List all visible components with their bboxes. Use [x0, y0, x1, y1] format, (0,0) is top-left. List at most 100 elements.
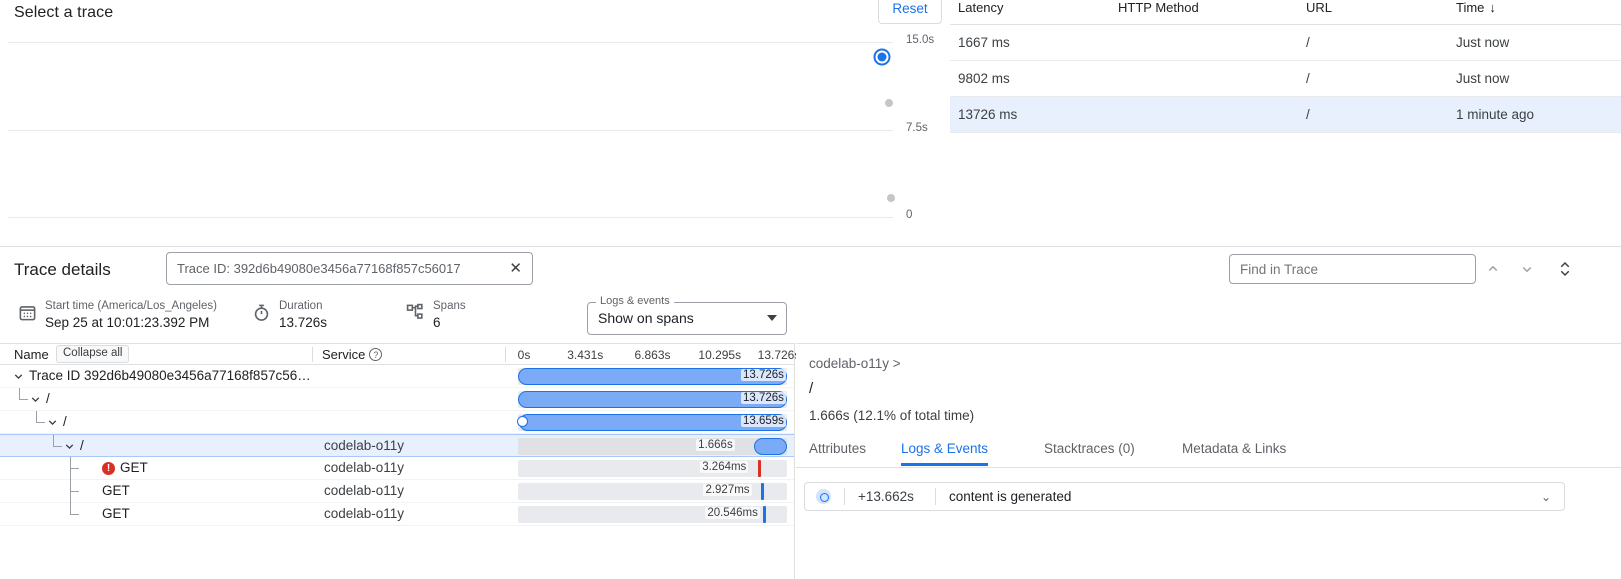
tree-guide: [70, 503, 71, 515]
time-cell: Just now: [1448, 60, 1621, 97]
chart-y-tick-label: 0: [906, 209, 913, 221]
table-row[interactable]: 1667 ms / Just now: [950, 24, 1621, 61]
chart-y-tick-label: 7.5s: [906, 121, 928, 134]
span-service: codelab-o11y: [324, 506, 405, 521]
event-offset: +13.662s: [858, 489, 914, 504]
find-in-trace-input[interactable]: [1229, 254, 1476, 284]
tree-guide: [53, 446, 62, 447]
logs-events-legend: Logs & events: [596, 295, 674, 307]
span-bar: [758, 460, 762, 477]
span-row[interactable]: GET codelab-o11y 20.546ms: [0, 503, 794, 526]
timeline-tick-label: 3.431s: [567, 348, 604, 362]
logs-events-value: Show on spans: [598, 310, 694, 326]
tree-guide: [53, 435, 54, 447]
span-row[interactable]: / 13.659s: [0, 411, 794, 434]
chevron-up-icon: [1488, 265, 1498, 272]
chevron-down-icon[interactable]: [46, 416, 59, 429]
span-name: /: [80, 438, 84, 453]
chart-point[interactable]: [884, 98, 893, 107]
clear-icon[interactable]: ✕: [509, 260, 522, 277]
chart-gridline: [8, 217, 893, 218]
span-waterfall: Name Collapse all Service? 0s 3.431s 6.863…: [0, 343, 800, 579]
expand-collapse-panel-icon[interactable]: [1556, 257, 1574, 281]
tab-logs-events[interactable]: Logs & Events: [901, 441, 989, 466]
page-title: Select a trace: [14, 4, 114, 21]
tab-stacktraces-0[interactable]: Stacktraces (0): [1044, 441, 1135, 456]
span-row[interactable]: / codelab-o11y 1.666s: [0, 434, 794, 457]
chevron-down-icon[interactable]: ⌄: [1540, 489, 1551, 504]
trace-id-value: Trace ID: 392d6b49080e3456a77168f857c560…: [177, 261, 461, 276]
event-message: content is generated: [949, 489, 1072, 504]
logs-events-select[interactable]: Logs & events Show on spans: [587, 295, 787, 335]
trace-metadata-strip: Start time (America/Los_Angeles) Sep 25 …: [0, 295, 1621, 343]
header-divider: [312, 347, 313, 362]
column-header-latency[interactable]: Latency: [950, 0, 1110, 25]
log-event-row[interactable]: +13.662s content is generated ⌄: [804, 482, 1565, 511]
meta-spans-value: 6: [433, 315, 441, 330]
span-service: codelab-o11y: [324, 483, 405, 498]
http-method-cell: [1110, 24, 1298, 61]
span-service: codelab-o11y: [324, 460, 405, 475]
table-row[interactable]: 13726 ms /1 minute ago: [950, 96, 1621, 133]
event-divider: [844, 488, 845, 505]
span-bar: [754, 438, 787, 455]
span-bar: [761, 483, 765, 500]
trace-details-section: Trace details Trace ID: 392d6b49080e3456…: [0, 246, 1621, 579]
trace-details-title: Trace details: [14, 260, 111, 279]
find-previous-icon[interactable]: [1484, 260, 1502, 278]
span-row[interactable]: Trace ID 392d6b49080e3456a77168f857c56… 1…: [0, 365, 794, 388]
meta-spans: Spans 6: [406, 299, 466, 331]
span-row[interactable]: GET codelab-o11y 2.927ms: [0, 480, 794, 503]
meta-spans-label: Spans: [433, 300, 466, 312]
header-divider-2: [505, 347, 506, 362]
chevron-down-icon[interactable]: [63, 440, 76, 453]
span-name: GET: [102, 483, 130, 498]
latency-scatter-chart: Select a trace Reset 15.0s7.5s09:059:109…: [0, 0, 950, 277]
trace-selector-section: Select a trace Reset 15.0s7.5s09:059:109…: [0, 0, 1621, 277]
chevron-down-icon[interactable]: [29, 393, 42, 406]
timeline-tick-label: 6.863s: [634, 348, 671, 362]
collapse-all-button[interactable]: Collapse all: [56, 345, 130, 363]
help-icon[interactable]: ?: [369, 348, 383, 361]
time-cell: 1 minute ago: [1448, 96, 1621, 133]
reset-button[interactable]: Reset: [878, 0, 942, 24]
span-name: Trace ID 392d6b49080e3456a77168f857c56…: [29, 368, 311, 383]
span-duration: 3.264ms: [700, 461, 749, 473]
column-header-url[interactable]: URL: [1298, 0, 1448, 25]
span-duration: 13.726s: [741, 392, 786, 404]
tree-guide: [70, 468, 79, 469]
error-icon: !: [102, 462, 115, 475]
breadcrumb: codelab-o11y >: [809, 356, 901, 371]
span-row-list: Trace ID 392d6b49080e3456a77168f857c56… 1…: [0, 365, 794, 526]
chart-gridline: [8, 42, 893, 43]
table-row[interactable]: 9802 ms / Just now: [950, 60, 1621, 97]
chart-point[interactable]: [887, 193, 896, 202]
chart-plot-area[interactable]: 15.0s7.5s09:059:109:159:209:259:309:359:…: [8, 34, 934, 277]
sort-desc-icon: ↓: [1489, 0, 1496, 15]
unfold-more-icon: [1560, 261, 1570, 277]
find-next-icon[interactable]: [1518, 260, 1536, 278]
meta-start-value: Sep 25 at 10:01:23.392 PM: [45, 315, 210, 330]
column-header-service: Service?: [322, 347, 383, 362]
column-header-http-method[interactable]: HTTP Method: [1110, 0, 1298, 25]
tab-metadata-links[interactable]: Metadata & Links: [1182, 441, 1287, 456]
span-bar: [518, 368, 787, 385]
latency-cell: 9802 ms: [950, 60, 1110, 97]
span-bar-handle[interactable]: [517, 416, 529, 427]
tree-guide: [70, 514, 79, 515]
span-row[interactable]: / 13.726s: [0, 388, 794, 411]
span-duration: 1.666s: [696, 439, 735, 451]
span-row[interactable]: ! GET codelab-o11y 3.264ms: [0, 457, 794, 480]
tab-attributes[interactable]: Attributes: [809, 441, 867, 456]
span-service: codelab-o11y: [324, 438, 405, 453]
span-duration-summary: 1.666s (12.1% of total time): [809, 408, 975, 423]
url-cell: /: [1298, 60, 1448, 97]
latency-cell: 13726 ms: [950, 96, 1110, 133]
event-badge-icon: [816, 489, 831, 504]
span-bar-track: 13.726s: [518, 391, 787, 408]
span-duration: 13.726s: [741, 369, 786, 381]
column-header-time[interactable]: Time ↓: [1448, 0, 1621, 25]
trace-id-field[interactable]: Trace ID: 392d6b49080e3456a77168f857c560…: [166, 252, 533, 285]
chevron-down-icon[interactable]: [12, 370, 25, 383]
event-divider-2: [935, 488, 936, 505]
